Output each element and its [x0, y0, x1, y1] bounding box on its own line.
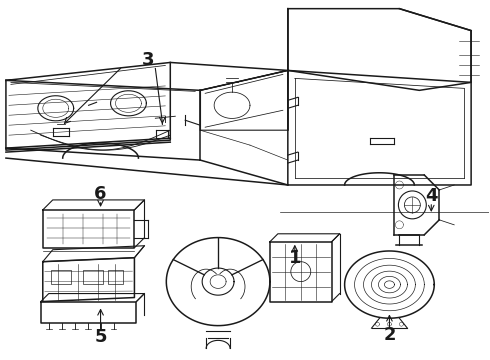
Bar — [107, 270, 123, 284]
Bar — [51, 270, 71, 284]
Text: 5: 5 — [94, 328, 107, 346]
Text: 2: 2 — [383, 327, 396, 345]
Bar — [83, 270, 102, 284]
Text: 6: 6 — [94, 185, 107, 203]
Text: 3: 3 — [142, 51, 155, 69]
Text: 1: 1 — [289, 249, 301, 267]
Text: 4: 4 — [425, 187, 438, 205]
